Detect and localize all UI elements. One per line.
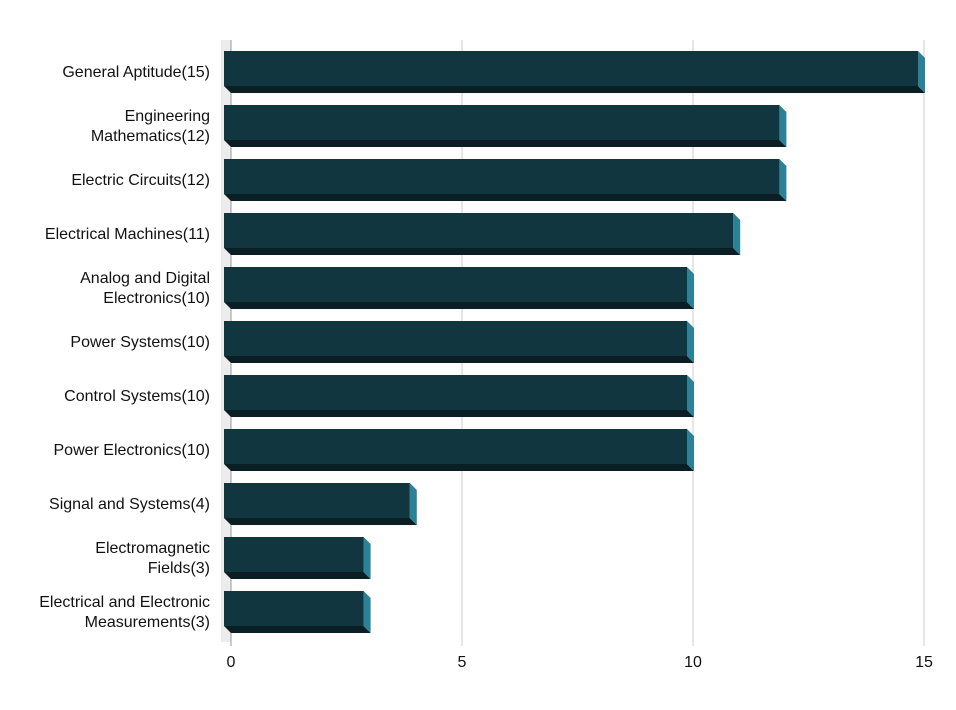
y-tick-label: Electromagnetic Fields(3) — [95, 540, 210, 577]
bar-bottom-face — [224, 302, 694, 309]
bar — [224, 591, 364, 626]
y-tick-label: Power Systems(10) — [70, 334, 210, 351]
bar-side-face — [687, 375, 694, 417]
bar-side-face — [779, 105, 787, 147]
bar-bottom-face — [224, 626, 371, 633]
y-tick-label: General Aptitude(15) — [62, 64, 210, 81]
bar — [224, 105, 780, 140]
y-tick-label: Engineering Mathematics(12) — [86, 108, 210, 145]
bar-bottom-face — [224, 194, 787, 201]
y-tick-label: Signal and Systems(4) — [49, 496, 210, 513]
bar-bottom-face — [224, 518, 417, 525]
bar-bottom-face — [224, 572, 371, 579]
bar-bottom-face — [224, 140, 787, 147]
bar-side-face — [733, 213, 741, 255]
bar-bottom-face — [224, 248, 741, 255]
bar-side-face — [409, 483, 417, 525]
bar-side-face — [687, 429, 694, 471]
bar — [224, 51, 918, 86]
bar-bottom-face — [224, 410, 694, 417]
bar — [224, 213, 734, 248]
y-tick-label: Electric Circuits(12) — [71, 172, 210, 189]
bar-side-face — [363, 591, 371, 633]
y-tick-label: Power Electronics(10) — [54, 442, 211, 459]
bar — [224, 483, 410, 518]
y-tick-label: Electrical Machines(11) — [45, 226, 210, 243]
y-tick-label: Control Systems(10) — [64, 388, 210, 405]
y-tick-label: Electrical and Electronic Measurements(3… — [39, 594, 210, 631]
bar-side-face — [687, 321, 694, 363]
bar — [224, 537, 364, 572]
y-tick-label: Analog and Digital Electronics(10) — [80, 270, 210, 307]
bar-side-face — [363, 537, 371, 579]
bar — [224, 375, 687, 410]
x-tick-label: 10 — [684, 654, 702, 671]
bar-bottom-face — [224, 86, 925, 93]
bar-bottom-face — [224, 356, 694, 363]
bar-side-face — [918, 51, 925, 93]
bar-side-face — [779, 159, 787, 201]
bar — [224, 429, 687, 464]
x-tick-label: 0 — [227, 654, 236, 671]
bar — [224, 321, 687, 356]
x-tick-label: 5 — [458, 654, 467, 671]
x-tick-label: 15 — [915, 654, 933, 671]
bar — [224, 267, 687, 302]
bar — [224, 159, 780, 194]
bar-side-face — [687, 267, 694, 309]
bar-bottom-face — [224, 464, 694, 471]
